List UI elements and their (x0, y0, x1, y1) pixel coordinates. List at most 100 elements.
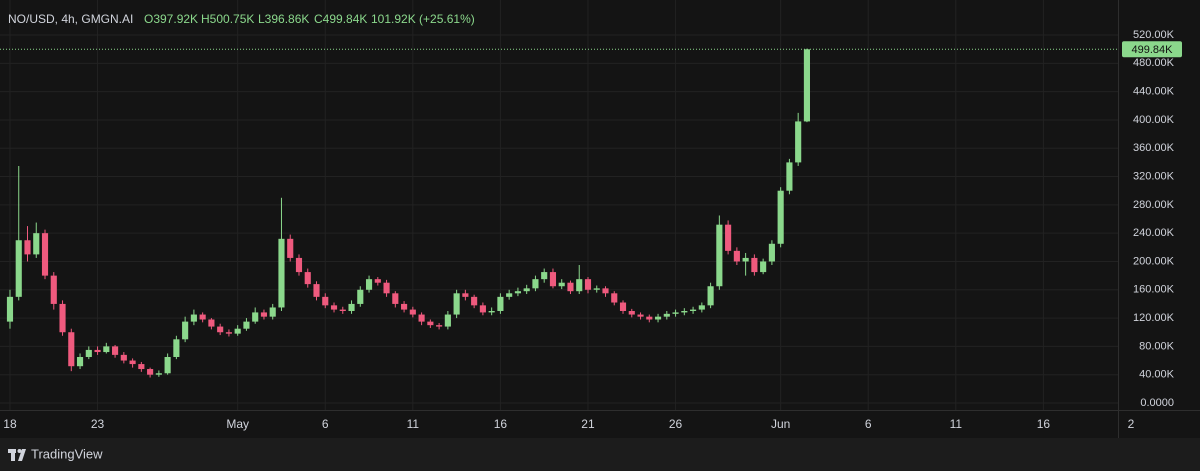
candle (611, 291, 618, 306)
candle (330, 302, 338, 313)
candle-body (120, 354, 127, 361)
tradingview-logo (8, 449, 26, 461)
candle-body (751, 257, 758, 273)
candle (94, 346, 101, 355)
candle-body (234, 328, 241, 334)
candle-body (514, 291, 521, 294)
candle-body (619, 302, 627, 312)
y-tick-label: 240.00K (1133, 227, 1175, 239)
candle-body (225, 332, 232, 334)
candle-body (50, 275, 57, 304)
candle-body (243, 321, 250, 329)
axes: 0.0000 40.00K 80.00K 120.00K 160.00K 200.00K 2… (3, 29, 1182, 431)
candle-body (269, 307, 276, 317)
candle-body (628, 311, 635, 315)
candle (698, 302, 705, 313)
candle-body (654, 316, 662, 320)
candle-body (567, 282, 574, 292)
candle (190, 309, 197, 326)
candle (76, 353, 84, 370)
candle-body (392, 293, 399, 304)
candle-body (164, 356, 171, 374)
candle (173, 335, 180, 360)
legend-open: O397.92K (144, 12, 198, 26)
candle (208, 318, 215, 330)
candle-body (85, 349, 92, 357)
candle (444, 311, 451, 330)
y-tick-label: 280.00K (1133, 199, 1175, 211)
candle (269, 303, 276, 320)
candle-body (59, 303, 66, 333)
candle (681, 308, 688, 316)
x-tick-label: 11 (407, 417, 420, 431)
candle (313, 281, 320, 301)
y-tick-label: 520.00K (1133, 29, 1175, 41)
candle (129, 358, 136, 368)
candle (795, 112, 802, 166)
candle (33, 222, 40, 258)
candle (287, 234, 294, 262)
x-tick-label: 6 (865, 417, 872, 431)
candle-body (497, 296, 504, 312)
candle (427, 319, 434, 328)
candle (278, 197, 285, 312)
legend-symbol: NO/USD, 4h, GMGN.AI (8, 12, 133, 26)
candle (260, 309, 268, 320)
candle-body (418, 314, 425, 322)
candle-body (112, 346, 119, 355)
candle-body (725, 224, 732, 251)
candle (322, 293, 329, 309)
candle-body (611, 293, 618, 303)
candle (663, 311, 670, 320)
candle-body (444, 314, 451, 327)
candle (497, 293, 504, 314)
candle-body (733, 250, 740, 262)
candle (365, 275, 373, 293)
candle-body (6, 296, 14, 322)
candle-body (190, 314, 197, 322)
candle-body (602, 288, 609, 294)
candle (409, 306, 416, 318)
candle (628, 308, 635, 318)
legend: NO/USD, 4h, GMGN.AI O397.92K H500.75K L3… (8, 12, 475, 26)
candle-body (199, 314, 206, 320)
candle-body (549, 272, 557, 287)
x-tick-label: 26 (669, 417, 683, 431)
candle (252, 307, 259, 324)
candle (558, 279, 565, 290)
candle (707, 282, 714, 309)
y-tick-label: 0.0000 (1140, 397, 1174, 409)
legend-close: C499.84K (314, 12, 367, 26)
candle (243, 318, 250, 331)
candle (488, 307, 495, 316)
candle (50, 272, 57, 310)
candle (541, 268, 548, 283)
candle (59, 300, 66, 336)
candle-body (129, 360, 136, 365)
candle-body (374, 279, 381, 283)
candle-body (304, 272, 311, 285)
candle-body (182, 321, 189, 340)
candle (584, 277, 592, 294)
candle (742, 252, 749, 276)
candle (514, 287, 521, 297)
y-tick-label: 80.00K (1139, 340, 1175, 352)
candle (479, 302, 486, 316)
candle (751, 254, 758, 276)
candle-body (68, 332, 75, 367)
candle (418, 312, 425, 326)
candle (120, 352, 127, 364)
candle (803, 48, 810, 123)
y-tick-label: 40.00K (1139, 369, 1175, 381)
candle-body (436, 325, 443, 327)
x-tick-label: May (226, 417, 249, 431)
candle-body (103, 346, 110, 353)
candle (523, 284, 530, 295)
candle (392, 291, 399, 308)
candle-body (488, 311, 495, 313)
x-tick-label: 11 (950, 417, 963, 431)
candle (506, 289, 513, 300)
candle (15, 165, 22, 301)
x-tick-label: 2 (1128, 417, 1135, 431)
